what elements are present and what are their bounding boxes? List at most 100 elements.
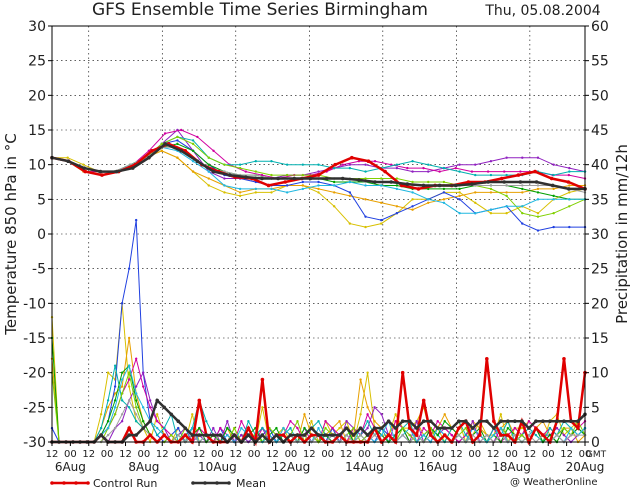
temp-point-member	[254, 187, 257, 191]
left-tick-label: 10	[28, 158, 46, 174]
temp-point-mean	[308, 176, 313, 181]
precip-point-mean	[527, 426, 531, 430]
temp-point-member	[357, 160, 361, 163]
precip-point-member	[569, 426, 573, 430]
precip-point-member	[141, 406, 145, 409]
precip-point-mean	[358, 426, 363, 430]
x-hour-label: 12	[193, 449, 206, 460]
precip-point-member	[345, 433, 348, 437]
x-hour-label: 12	[119, 449, 132, 460]
temp-point-member	[191, 139, 195, 142]
temp-point-member	[160, 142, 163, 146]
x-hour-label: 12	[413, 449, 426, 460]
precip-point-member	[401, 433, 404, 437]
temp-point-member	[411, 191, 414, 194]
precip-point-member	[415, 420, 418, 423]
x-date-label: 20Aug	[566, 460, 605, 474]
temp-point-member	[458, 163, 461, 166]
series-layer	[50, 128, 587, 447]
precip-point-member	[134, 406, 138, 409]
temp-point-member	[301, 163, 305, 166]
temp-point-member	[427, 187, 430, 191]
temp-point-member	[442, 187, 446, 191]
precip-point-member	[127, 406, 131, 409]
precip-point-control-run	[421, 398, 426, 403]
precip-point-member	[359, 413, 362, 416]
precip-point-member	[106, 426, 110, 430]
temp-point-member	[489, 191, 493, 194]
precip-point-member	[373, 406, 376, 409]
precip-point-mean	[435, 426, 440, 430]
temp-point-mean	[389, 180, 393, 184]
precip-point-member	[148, 399, 152, 402]
precip-point-member	[120, 413, 124, 416]
temp-point-member	[260, 173, 264, 177]
temp-point-member	[317, 184, 320, 187]
precip-point-member	[134, 399, 138, 402]
temp-point-member	[474, 163, 477, 166]
temp-point-member	[364, 163, 367, 166]
precip-point-mean	[569, 419, 573, 424]
series-control-run	[50, 142, 587, 447]
precip-point-member	[513, 426, 517, 430]
temp-point-member	[411, 205, 414, 208]
legend-label-control-run: Control Run	[93, 477, 157, 489]
precip-point-member	[422, 433, 425, 437]
precip-point-member	[317, 426, 320, 430]
precip-point-control-run	[148, 433, 152, 437]
precip-point-mean	[351, 433, 356, 437]
precip-point-member	[106, 433, 110, 437]
precip-point-mean	[400, 419, 405, 424]
precip-point-mean	[344, 426, 349, 430]
temp-point-member	[191, 142, 195, 146]
series-member	[50, 149, 587, 444]
temp-point-member	[364, 184, 367, 187]
temp-point-control-run	[466, 180, 471, 184]
temp-point-member	[238, 166, 242, 170]
precip-point-member	[106, 399, 110, 402]
precip-point-mean	[274, 433, 279, 437]
left-axis-ticks: 30 25 20 15 10 5 0 -5 -10 -15 -20 -25 -30	[23, 19, 52, 451]
temp-point-member	[536, 215, 540, 218]
x-hour-label: 12	[450, 449, 463, 460]
precip-point-member	[289, 420, 292, 423]
precip-point-mean	[534, 419, 538, 424]
temp-point-mean	[405, 182, 410, 186]
temp-point-member	[521, 191, 524, 194]
temp-point-member	[207, 170, 210, 173]
precip-point-member	[106, 420, 110, 423]
left-tick-label: 30	[28, 19, 46, 35]
temp-point-mean	[373, 180, 377, 184]
precip-point-member	[506, 426, 510, 430]
temp-point-member	[427, 170, 430, 173]
temp-point-mean	[66, 159, 70, 163]
precip-point-member	[471, 420, 474, 423]
temp-point-member	[301, 187, 305, 191]
temp-point-mean	[437, 183, 442, 188]
precip-point-mean	[548, 419, 552, 424]
precip-point-control-run	[281, 433, 286, 437]
temp-point-mean	[518, 180, 523, 184]
temp-point-member	[536, 198, 540, 201]
precip-point-control-run	[442, 433, 447, 437]
temp-point-member	[212, 149, 215, 152]
x-hour-label: 00	[285, 449, 298, 460]
temp-point-member	[505, 212, 508, 215]
precip-point-member	[141, 385, 145, 388]
temp-point-member	[317, 180, 320, 184]
precip-point-member	[177, 426, 180, 430]
legend-item-mean: Mean	[191, 477, 266, 489]
temp-point-member	[364, 225, 367, 229]
precip-point-member	[127, 378, 131, 381]
right-tick-label: 25	[591, 262, 609, 278]
precip-point-member	[120, 378, 124, 381]
x-hour-label: 12	[523, 449, 536, 460]
temp-point-member	[458, 198, 461, 201]
temp-point-member	[176, 156, 179, 159]
precip-point-member	[141, 371, 145, 374]
precip-point-mean	[456, 419, 461, 424]
temp-point-control-run	[366, 159, 371, 163]
temp-point-member	[536, 184, 540, 187]
temp-point-member	[364, 198, 367, 201]
temp-point-member	[238, 191, 242, 194]
